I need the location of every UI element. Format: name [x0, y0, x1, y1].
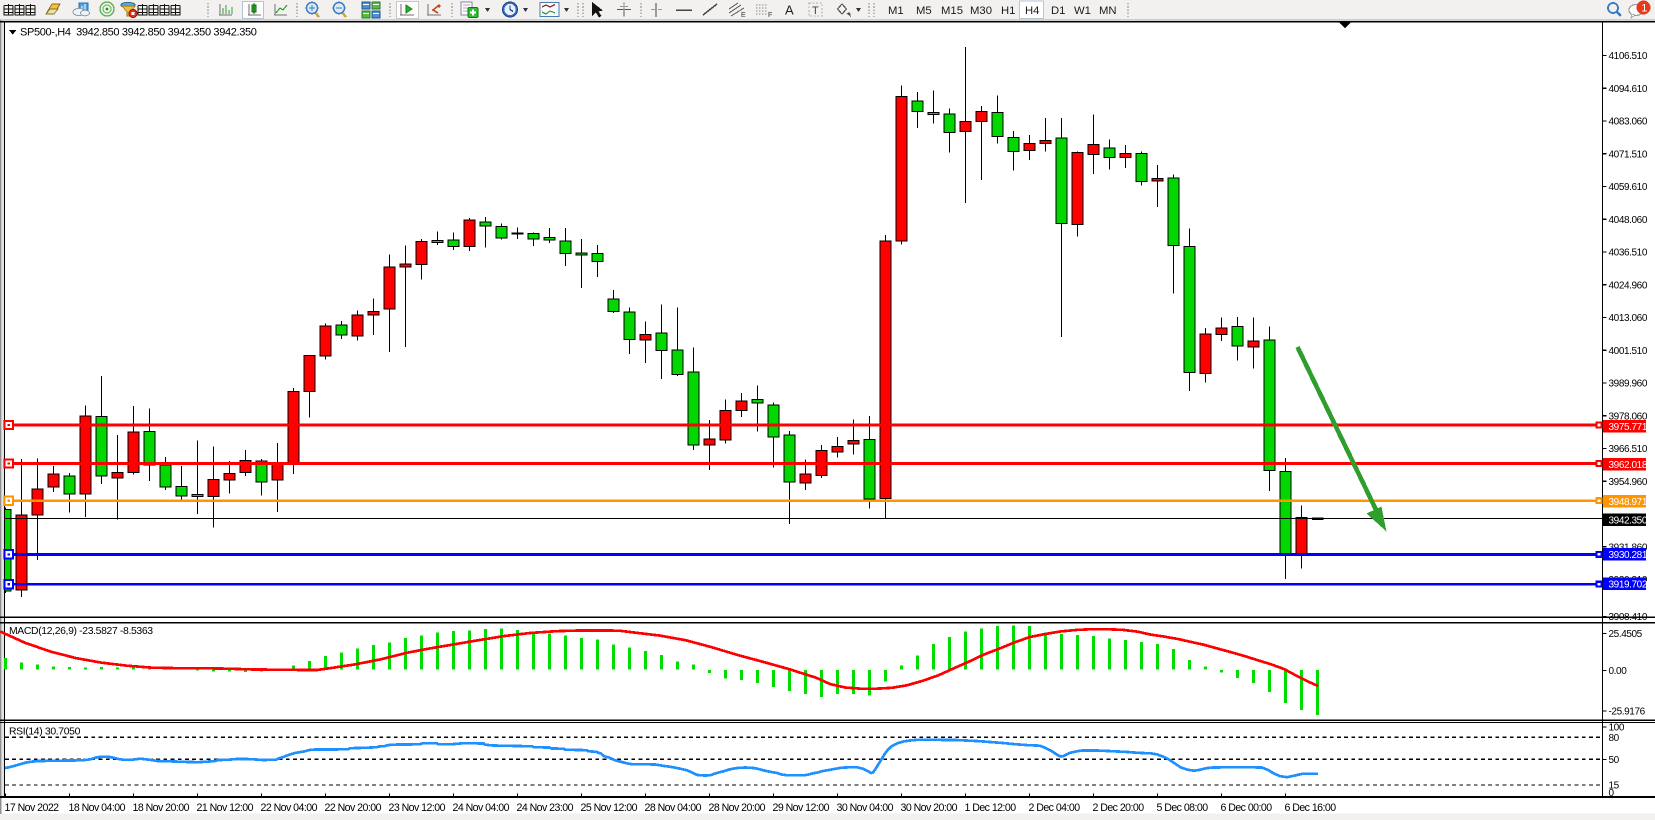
svg-text:T: T — [812, 5, 819, 17]
svg-text:3975.771: 3975.771 — [1609, 422, 1648, 433]
svg-text:3962.018: 3962.018 — [1609, 460, 1648, 471]
svg-text:28 Nov 20:00: 28 Nov 20:00 — [709, 802, 766, 814]
svg-text:15: 15 — [1609, 781, 1620, 792]
svg-text:4001.510: 4001.510 — [1609, 346, 1648, 357]
svg-text:22 Nov 04:00: 22 Nov 04:00 — [261, 802, 318, 814]
svg-text:W1: W1 — [1074, 5, 1091, 17]
svg-text:50: 50 — [1609, 755, 1620, 766]
svg-text:4059.610: 4059.610 — [1609, 182, 1648, 193]
svg-text:2 Dec 20:00: 2 Dec 20:00 — [1093, 802, 1145, 814]
svg-text:0: 0 — [1609, 788, 1615, 799]
svg-text:30 Nov 20:00: 30 Nov 20:00 — [901, 802, 958, 814]
svg-text:3954.960: 3954.960 — [1609, 477, 1648, 488]
svg-text:3942.350: 3942.350 — [1609, 516, 1648, 527]
svg-text:1: 1 — [1641, 3, 1647, 15]
svg-text:18 Nov 20:00: 18 Nov 20:00 — [133, 802, 190, 814]
svg-text:D1: D1 — [1051, 5, 1065, 17]
svg-text:24 Nov 04:00: 24 Nov 04:00 — [453, 802, 510, 814]
svg-text:4048.060: 4048.060 — [1609, 215, 1648, 226]
svg-text:6 Dec 00:00: 6 Dec 00:00 — [1221, 802, 1273, 814]
svg-text:30 Nov 04:00: 30 Nov 04:00 — [837, 802, 894, 814]
svg-text:25.4505: 25.4505 — [1609, 629, 1643, 640]
svg-text:-25.9176: -25.9176 — [1609, 706, 1646, 717]
svg-text:6 Dec 16:00: 6 Dec 16:00 — [1285, 802, 1337, 814]
svg-text:3978.060: 3978.060 — [1609, 411, 1648, 422]
svg-text:4071.510: 4071.510 — [1609, 149, 1648, 160]
svg-text:4083.060: 4083.060 — [1609, 117, 1648, 128]
svg-text:21 Nov 12:00: 21 Nov 12:00 — [197, 802, 254, 814]
svg-text:0.00: 0.00 — [1609, 666, 1628, 677]
svg-text:1 Dec 12:00: 1 Dec 12:00 — [965, 802, 1017, 814]
svg-text:3989.960: 3989.960 — [1609, 379, 1648, 390]
svg-text:3948.971: 3948.971 — [1609, 497, 1648, 508]
svg-text:H4: H4 — [1025, 5, 1039, 17]
svg-text:25 Nov 12:00: 25 Nov 12:00 — [581, 802, 638, 814]
svg-text:4036.510: 4036.510 — [1609, 248, 1648, 259]
svg-text:RSI(14) 30.7050: RSI(14) 30.7050 — [9, 727, 81, 738]
svg-text:3930.281: 3930.281 — [1609, 550, 1648, 561]
svg-text:M15: M15 — [941, 5, 963, 17]
svg-text:3919.702: 3919.702 — [1609, 580, 1648, 591]
svg-text:M5: M5 — [916, 5, 932, 17]
svg-text:MACD(12,26,9) -23.5827 -8.5363: MACD(12,26,9) -23.5827 -8.5363 — [9, 626, 153, 637]
svg-text:17 Nov 2022: 17 Nov 2022 — [5, 802, 60, 814]
svg-text:3908.410: 3908.410 — [1609, 612, 1648, 623]
svg-text:4013.060: 4013.060 — [1609, 313, 1648, 324]
svg-text:F: F — [768, 12, 772, 19]
svg-text:23 Nov 12:00: 23 Nov 12:00 — [389, 802, 446, 814]
svg-text:M1: M1 — [888, 5, 904, 17]
svg-text:29 Nov 12:00: 29 Nov 12:00 — [773, 802, 830, 814]
svg-text:M30: M30 — [970, 5, 992, 17]
svg-text:100: 100 — [1609, 722, 1625, 733]
svg-text:3966.510: 3966.510 — [1609, 444, 1648, 455]
svg-text:3931.860: 3931.860 — [1609, 542, 1648, 553]
svg-text:4094.610: 4094.610 — [1609, 84, 1648, 95]
svg-text:24 Nov 23:00: 24 Nov 23:00 — [517, 802, 574, 814]
svg-text:A: A — [785, 3, 794, 18]
svg-text:28 Nov 04:00: 28 Nov 04:00 — [645, 802, 702, 814]
svg-text:22 Nov 20:00: 22 Nov 20:00 — [325, 802, 382, 814]
svg-text:5 Dec 08:00: 5 Dec 08:00 — [1157, 802, 1209, 814]
svg-text:E: E — [741, 12, 746, 19]
svg-text:SP500-,H4 3942.850 3942.850 3: SP500-,H4 3942.850 3942.850 3942.350 394… — [20, 26, 257, 38]
svg-text:4106.510: 4106.510 — [1609, 51, 1648, 62]
svg-text:MN: MN — [1099, 5, 1117, 17]
svg-text:80: 80 — [1609, 733, 1620, 744]
svg-text:2 Dec 04:00: 2 Dec 04:00 — [1029, 802, 1081, 814]
svg-text:18 Nov 04:00: 18 Nov 04:00 — [69, 802, 126, 814]
svg-text:4024.960: 4024.960 — [1609, 280, 1648, 291]
svg-text:H1: H1 — [1001, 5, 1015, 17]
